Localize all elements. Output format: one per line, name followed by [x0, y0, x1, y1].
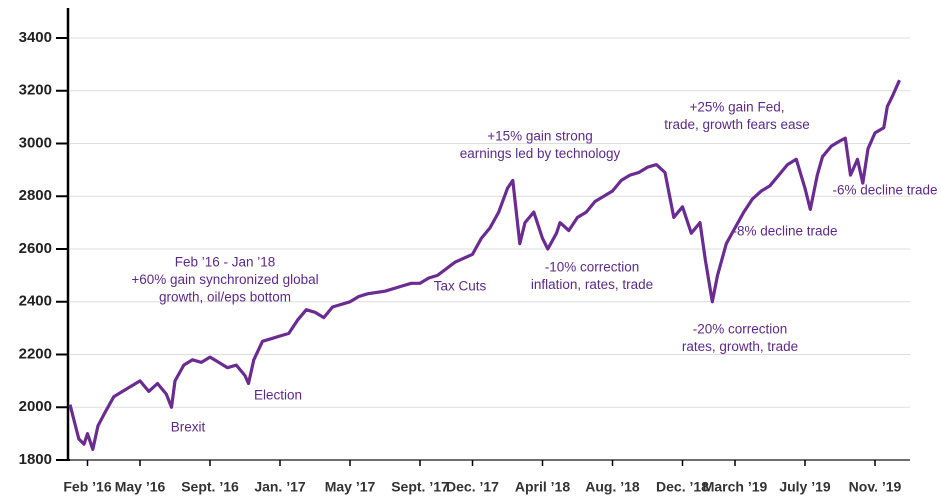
annotation: Election	[254, 388, 302, 403]
annotation: -6% decline trade	[832, 183, 937, 198]
annotation: -10% correction	[545, 260, 640, 275]
annotation: -20% correction	[693, 322, 788, 337]
y-tick-label: 3400	[19, 29, 52, 46]
x-tick-label: May ’17	[325, 479, 376, 495]
y-tick-label: 2600	[19, 240, 52, 257]
y-tick-label: 1800	[19, 451, 52, 468]
annotation: Tax Cuts	[434, 279, 487, 294]
x-tick-label: March ’19	[703, 479, 768, 495]
x-tick-label: April ’18	[515, 479, 570, 495]
x-tick-label: Jan. ’17	[254, 479, 306, 495]
y-tick-label: 3200	[19, 82, 52, 99]
annotation: +15% gain strong	[487, 129, 592, 144]
x-tick-label: Feb ’16	[63, 479, 111, 495]
annotation: trade, growth fears ease	[664, 117, 810, 132]
y-tick-label: 2400	[19, 293, 52, 310]
x-tick-label: Nov. ’19	[849, 479, 902, 495]
annotation: +60% gain synchronized global	[131, 272, 318, 287]
x-tick-label: Dec. ’18	[656, 479, 709, 495]
annotation: earnings led by technology	[460, 146, 621, 161]
annotation: +25% gain Fed,	[690, 100, 785, 115]
x-tick-label: May ’16	[115, 479, 166, 495]
price-line	[68, 79, 901, 451]
x-tick-label: Sept. ’17	[391, 479, 449, 495]
y-tick-label: 2000	[19, 398, 52, 415]
y-tick-label: 2200	[19, 345, 52, 362]
annotation: -8% decline trade	[732, 224, 837, 239]
annotation: growth, oil/eps bottom	[159, 290, 291, 305]
annotation: Feb ’16 - Jan ’18	[175, 255, 276, 270]
y-tick-label: 3000	[19, 134, 52, 151]
x-tick-label: Sept. ’16	[181, 479, 239, 495]
y-tick-label: 2800	[19, 187, 52, 204]
x-tick-label: July ’19	[779, 479, 831, 495]
x-tick-label: Aug. ’18	[585, 479, 640, 495]
annotation: rates, growth, trade	[682, 339, 798, 354]
annotation: inflation, rates, trade	[531, 277, 653, 292]
annotation: Brexit	[171, 420, 206, 435]
x-tick-label: Dec. ’17	[446, 479, 499, 495]
